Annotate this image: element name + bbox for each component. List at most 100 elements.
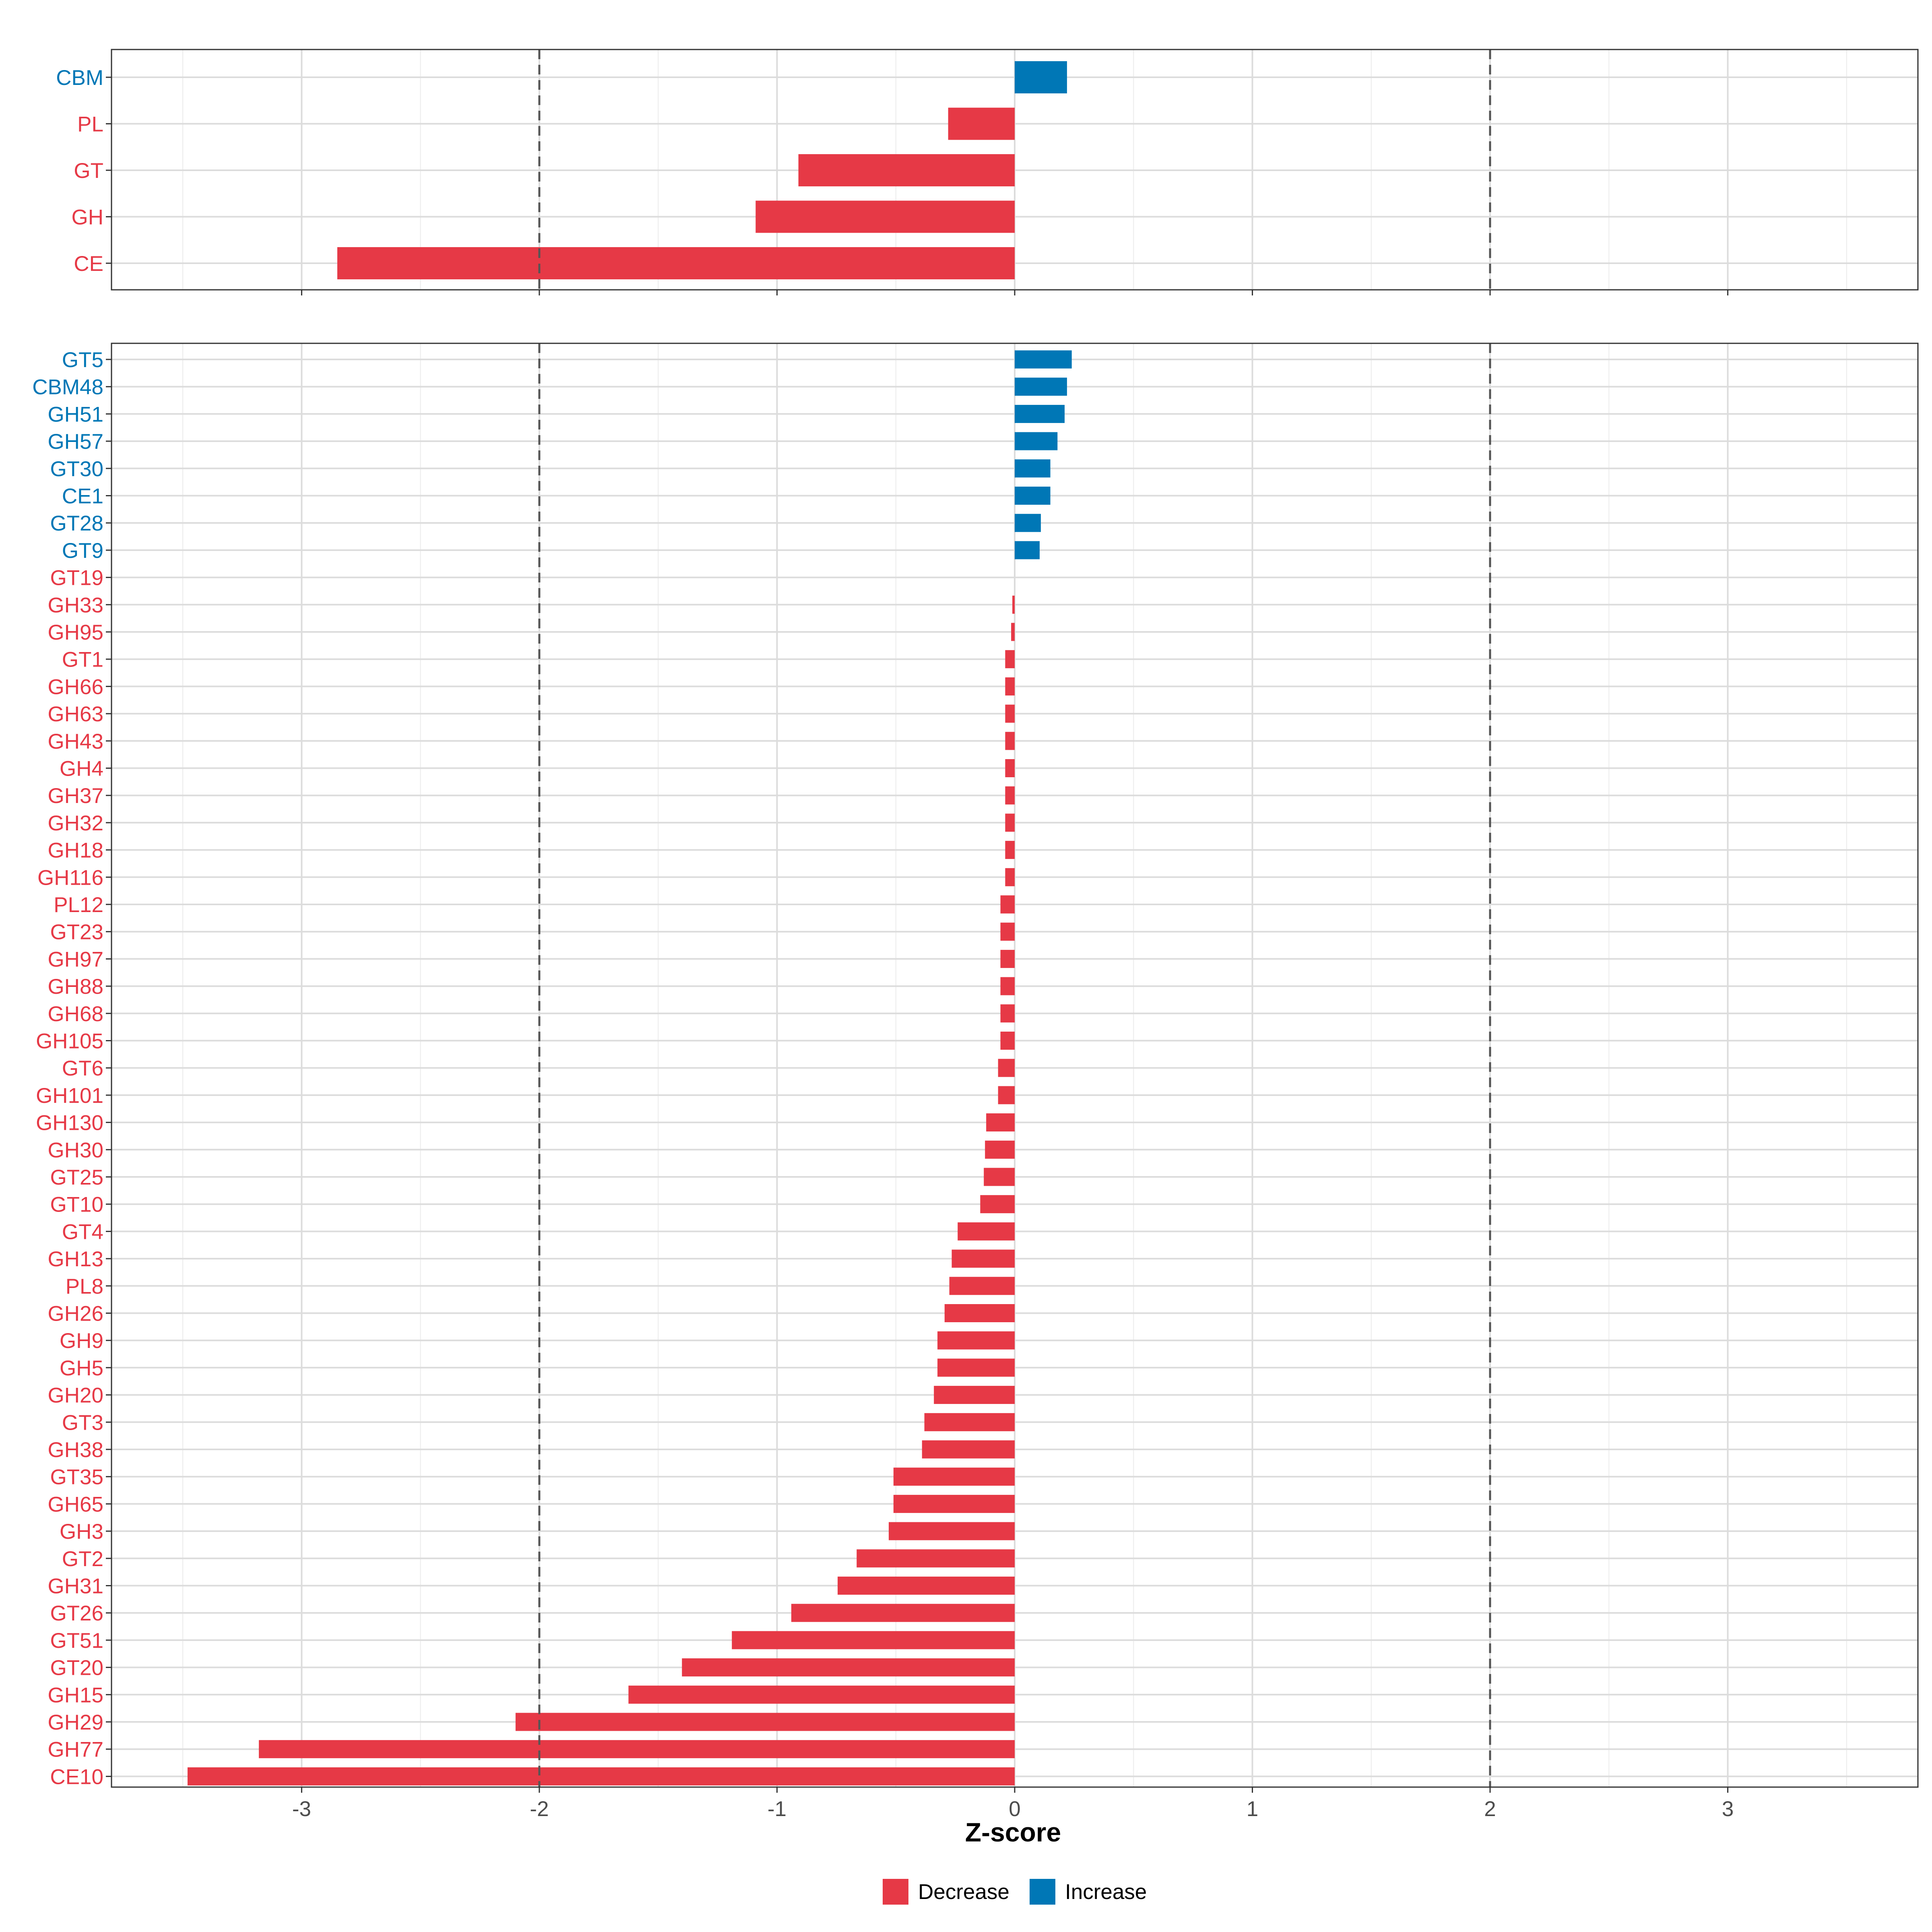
bar-PL12 [1000, 895, 1015, 914]
bar-GH32 [1005, 813, 1015, 832]
category-label-GH38: GH38 [48, 1438, 103, 1462]
category-label-GH65: GH65 [48, 1492, 103, 1516]
category-label-CE: CE [74, 252, 103, 276]
legend: Decrease Increase [883, 1879, 1147, 1905]
bar-CE10 [187, 1767, 1015, 1785]
bar-GT [798, 154, 1015, 186]
category-label-CBM: CBM [56, 66, 103, 90]
category-label-GH101: GH101 [36, 1084, 103, 1108]
bar-GH9 [937, 1331, 1015, 1350]
bar-GT20 [682, 1658, 1015, 1677]
bar-GH51 [1015, 405, 1065, 423]
bar-GH97 [1000, 949, 1015, 968]
category-label-GT10: GT10 [50, 1193, 103, 1217]
category-label-GH33: GH33 [48, 593, 103, 617]
bar-GH33 [1012, 595, 1015, 614]
category-label-GH63: GH63 [48, 702, 103, 726]
category-label-GT51: GT51 [50, 1629, 103, 1653]
bar-GT1 [1005, 650, 1015, 669]
category-label-GH116: GH116 [37, 866, 103, 890]
category-label-GT6: GT6 [62, 1057, 103, 1080]
bar-GH77 [259, 1740, 1015, 1759]
category-label-GH66: GH66 [48, 675, 103, 699]
category-label-GT23: GT23 [50, 921, 103, 944]
bar-GH38 [922, 1440, 1015, 1459]
panel-bottom: GT5 CBM48 GH51 GH57 GT30 CE1 GT28 GT9 GT19 GH33 GH… [32, 343, 1919, 1793]
category-label-GT: GT [74, 159, 103, 183]
category-label-GT9: GT9 [62, 539, 103, 563]
bar-GT23 [1000, 923, 1015, 941]
category-label-GH26: GH26 [48, 1302, 103, 1326]
bar-GH4 [1005, 759, 1015, 777]
bar-GH37 [1005, 786, 1015, 805]
bar-GT6 [998, 1059, 1015, 1077]
x-tick-label: 0 [1009, 1797, 1020, 1821]
bar-GT10 [980, 1195, 1015, 1214]
category-label-GH30: GH30 [48, 1138, 103, 1162]
bar-GT2 [857, 1549, 1015, 1568]
bar-GT5 [1015, 350, 1072, 369]
category-label-GH4: GH4 [60, 757, 103, 781]
bar-GT51 [732, 1631, 1015, 1649]
x-axis-title: Z-score [965, 1817, 1061, 1847]
x-tick-label: -3 [292, 1797, 311, 1821]
bar-GH26 [944, 1304, 1015, 1322]
category-label-GH20: GH20 [48, 1384, 103, 1408]
category-label-GH88: GH88 [48, 975, 103, 999]
category-label-GH9: GH9 [60, 1329, 103, 1353]
category-label-GH95: GH95 [48, 621, 103, 644]
bar-GH105 [1000, 1032, 1015, 1050]
bar-GT25 [984, 1168, 1015, 1186]
category-label-GH31: GH31 [48, 1575, 103, 1598]
bar-GT3 [924, 1413, 1015, 1431]
bar-CBM [1015, 61, 1067, 93]
bar-GH20 [934, 1386, 1015, 1404]
bar-GH63 [1005, 704, 1015, 723]
legend-swatch-decrease [883, 1879, 908, 1905]
bar-GT28 [1015, 514, 1041, 532]
category-label-GH5: GH5 [60, 1356, 103, 1380]
category-label-GH: GH [72, 206, 104, 229]
category-label-GH43: GH43 [48, 730, 103, 753]
category-label-GT35: GT35 [50, 1466, 103, 1489]
category-label-GT1: GT1 [62, 648, 103, 672]
bar-GH [755, 200, 1015, 233]
category-label-GT30: GT30 [50, 457, 103, 481]
bar-GH68 [1000, 1004, 1015, 1023]
category-label-GT25: GT25 [50, 1166, 103, 1189]
category-label-GH3: GH3 [60, 1520, 103, 1544]
category-label-GH130: GH130 [36, 1111, 103, 1135]
bar-CE [337, 247, 1015, 279]
bar-GH88 [1000, 977, 1015, 995]
category-label-GH15: GH15 [48, 1683, 103, 1707]
panel-top: CBM PL GT GH CE [56, 49, 1919, 295]
legend-label-increase: Increase [1065, 1880, 1147, 1904]
category-label-GT4: GT4 [62, 1220, 103, 1244]
bar-GH43 [1005, 732, 1015, 750]
category-label-GT26: GT26 [50, 1602, 103, 1625]
bar-GT9 [1015, 541, 1040, 559]
category-label-GT20: GT20 [50, 1656, 103, 1680]
category-label-GH18: GH18 [48, 839, 103, 863]
category-label-PL8: PL8 [66, 1275, 103, 1298]
bar-GH101 [998, 1086, 1015, 1104]
category-label-GH97: GH97 [48, 947, 103, 971]
bar-GH13 [952, 1249, 1015, 1268]
x-tick-label: -1 [768, 1797, 786, 1821]
legend-swatch-increase [1030, 1879, 1055, 1905]
bar-PL [948, 107, 1015, 140]
category-label-GH57: GH57 [48, 430, 103, 454]
category-label-CE10: CE10 [50, 1765, 103, 1789]
bar-PL8 [949, 1277, 1015, 1295]
bar-GH130 [986, 1113, 1015, 1132]
bar-GH30 [985, 1140, 1015, 1159]
category-label-CE1: CE1 [62, 485, 103, 508]
bar-GH65 [893, 1494, 1015, 1513]
category-label-GT19: GT19 [50, 566, 103, 590]
x-tick-label: 3 [1722, 1797, 1734, 1821]
bar-GT30 [1015, 459, 1051, 478]
bar-GH116 [1005, 868, 1015, 886]
x-tick-label: -2 [530, 1797, 549, 1821]
category-label-GH105: GH105 [36, 1030, 103, 1053]
